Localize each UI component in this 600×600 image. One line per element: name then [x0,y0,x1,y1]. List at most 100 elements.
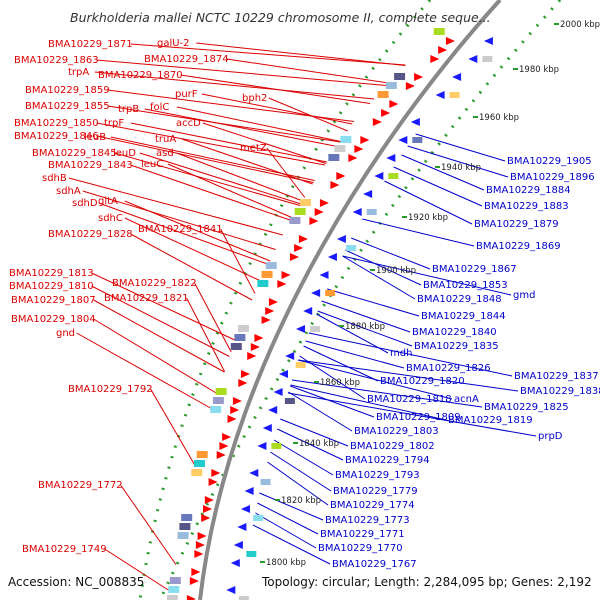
reverse-label-connector [291,379,483,408]
forward-gene-arrow [438,46,448,54]
feature-block [257,280,269,287]
kbp-tick-label: 2000 kbp [560,20,600,30]
reverse-label-connector [267,461,329,506]
forward-gene-arrow [219,442,229,450]
reverse-label-connector [303,345,379,382]
reverse-gene-label: BMA10229_1803 [354,426,439,437]
forward-gene-label: BMA10229_1828 [48,229,133,240]
reverse-label-connector [255,512,317,549]
reverse-gene-label: BMA10229_1848 [417,294,502,305]
reverse-label-connector [259,492,324,521]
forward-gene-arrow [430,55,440,63]
forward-gene-label: trpF [104,118,124,129]
forward-label-connector [120,484,177,565]
forward-gene-arrow [360,136,370,144]
reverse-gene-label: BMA10229_1809 [376,412,461,423]
forward-label-connector [114,152,301,206]
reverse-label-connector [326,288,420,317]
reverse-label-connector [342,255,416,300]
reverse-gene-arrow [262,424,272,432]
forward-label-connector [93,299,225,373]
forward-label-connector [268,97,348,132]
reverse-gene-label: mdh [390,348,412,359]
feature-block [433,28,445,35]
forward-gene-label: BMA10229_1841 [138,224,223,235]
forward-gene-arrow [354,145,364,153]
forward-label-connector [94,71,375,100]
forward-gene-label: BMA10229_1821 [104,293,189,304]
forward-gene-arrow [268,298,278,306]
reverse-gene-label: BMA10229_1793 [335,470,420,481]
kbp-tick-label: 1820 kbp [281,496,321,506]
reverse-gene-label: BMA10229_1869 [476,241,561,252]
reverse-label-connector [321,300,411,333]
reverse-label-connector [280,418,349,447]
reverse-gene-label: BMA10229_1835 [414,341,499,352]
forward-label-connector [167,163,294,219]
feature-block [284,398,295,404]
reverse-label-connector [393,166,483,207]
reverse-label-connector [252,524,331,565]
reverse-gene-arrow [336,235,346,243]
kbp-tick-label: 1860 kbp [320,378,360,388]
forward-gene-arrow [227,415,237,423]
forward-gene-arrow [201,514,211,522]
kbp-tick-labels: 2000 kbp 1980 kbp 1960 kbp 1940 kbp 1920 kbp… [260,20,600,568]
forward-label-connector [124,217,262,282]
feature-block [260,479,271,485]
forward-gene-arrow [208,478,218,486]
reverse-gene-arrow [311,289,321,297]
forward-gene-arrow [261,316,271,324]
forward-gene-arrow [194,550,204,558]
reverse-gene-label: BMA10229_1779 [333,486,418,497]
reverse-label-connector [305,340,405,369]
forward-gene-label: BMA10229_1855 [25,101,110,112]
forward-gene-label: truA [155,134,176,145]
forward-gene-label: asd [156,148,174,159]
forward-gene-arrow [294,244,304,252]
feature-block [325,290,336,296]
forward-gene-label: BMA10229_1807 [11,295,96,306]
forward-gene-label: metZ [240,143,267,154]
feature-block [334,145,346,152]
feature-block [388,173,399,179]
feature-block [181,514,193,521]
feature-block [295,362,306,368]
reverse-gene-label: BMA10229_1838 [520,386,600,397]
reverse-gene-arrow [268,406,278,414]
feature-block [412,137,423,143]
reverse-label-connector [308,332,513,377]
forward-label-connector [91,272,237,341]
reverse-label-connector [257,502,319,535]
forward-gene-label: BMA10229_1870 [98,70,183,81]
feature-block [261,271,273,278]
reverse-gene-label: BMA10229_1818 [367,394,452,405]
forward-gene-arrow [319,199,329,207]
feature-block [238,325,249,332]
forward-label-connector [130,233,253,301]
kbp-tick-label: 1980 kbp [519,65,559,75]
forward-label-connector [68,177,284,236]
reverse-gene-label: BMA10229_1767 [332,559,417,570]
forward-gene-arrow [241,370,250,378]
forward-gene-arrow [389,100,399,108]
reverse-gene-label: BMA10229_1867 [432,264,517,275]
forward-gene-arrow [314,208,324,216]
forward-gene-label: BMA10229_1772 [38,480,123,491]
inner-dots-ring [138,0,432,600]
feature-block [340,136,352,143]
forward-gene-arrow [195,541,205,549]
reverse-gene-label: BMA10229_1837 [514,371,599,382]
forward-label-connector [96,122,326,166]
kbp-tick-label: 1960 kbp [479,113,519,123]
feature-block [177,532,189,539]
forward-gene-label: sdhD [72,198,98,209]
forward-strand-labels: BMA10229_1871 galU-2 BMA10229_1874 BMA10229… [9,38,267,555]
map-title: Burkholderia mallei NCTC 10229 chromosom… [70,10,491,25]
forward-label-connector [130,122,328,163]
forward-gene-label: BMA10229_1859 [25,85,110,96]
feature-block [166,595,178,600]
feature-block [366,209,377,215]
forward-gene-arrow [211,469,221,477]
